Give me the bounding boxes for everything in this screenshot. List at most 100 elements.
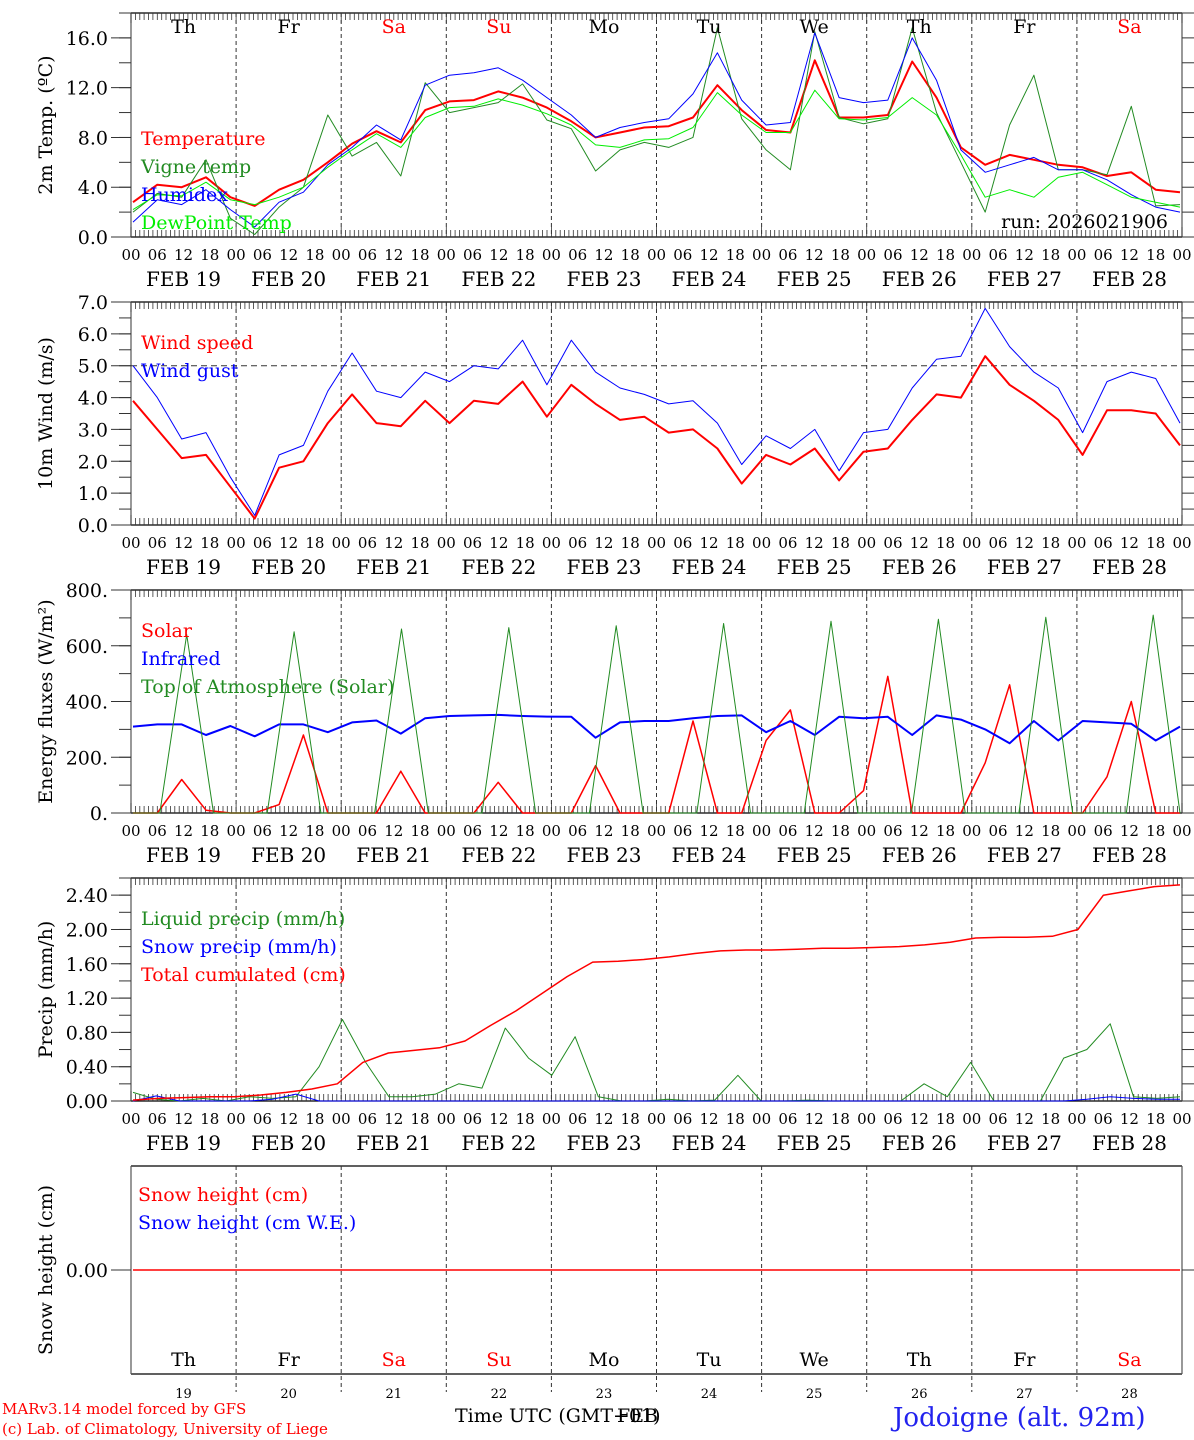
day-label: Mo: [588, 1349, 619, 1371]
hour-label: 00: [752, 1110, 771, 1128]
y-tick-label: 7.0: [78, 292, 108, 314]
day-label: Fr: [1013, 16, 1036, 38]
date-label: FEB 25: [777, 555, 852, 579]
hour-label: 12: [1015, 1110, 1034, 1128]
hour-label: 12: [1120, 246, 1139, 264]
hour-label: 12: [1120, 534, 1139, 552]
day-number-label: 28: [1121, 1387, 1138, 1402]
date-label: FEB 22: [461, 267, 536, 291]
hour-label: 18: [410, 534, 429, 552]
day-label: Fr: [1013, 1349, 1036, 1371]
hour-label: 18: [726, 534, 745, 552]
hour-label: 00: [857, 1110, 876, 1128]
hour-label: 00: [1172, 534, 1191, 552]
date-label: FEB 19: [146, 1131, 221, 1155]
hour-label: 18: [936, 534, 955, 552]
hour-label: 12: [805, 534, 824, 552]
hour-label: 18: [1041, 534, 1060, 552]
hour-label: 06: [778, 246, 797, 264]
y-tick-label: 0.00: [66, 1260, 108, 1282]
hour-ticks: [130, 302, 1183, 525]
y-tick-label: 1.0: [78, 483, 108, 505]
hour-label: 06: [463, 534, 482, 552]
hour-label: 06: [463, 246, 482, 264]
hour-label: 06: [883, 1110, 902, 1128]
y-tick-label: 0.40: [66, 1057, 108, 1079]
x-axis-title: Time UTC (GMT+01) FEB: [455, 1405, 661, 1427]
day-label: Su: [486, 1349, 511, 1371]
hour-label: 18: [831, 1110, 850, 1128]
hour-label: 00: [1067, 1110, 1086, 1128]
hour-label: 00: [1172, 246, 1191, 264]
hour-label: 00: [962, 1110, 981, 1128]
hour-label: 12: [384, 822, 403, 840]
y-tick-label: 0.80: [66, 1022, 108, 1044]
y-tick-label: 16.0: [66, 28, 108, 50]
hour-label: 06: [778, 534, 797, 552]
y-tick-label: 200.: [66, 747, 108, 769]
legend-entry: Temperature: [141, 128, 265, 150]
series-line-wind-gust: [132, 307, 1181, 516]
hour-label: 12: [805, 246, 824, 264]
hour-label: 06: [148, 822, 167, 840]
day-label: Th: [171, 1349, 196, 1371]
hour-label: 12: [910, 534, 929, 552]
hour-label: 06: [358, 822, 377, 840]
date-label: FEB 23: [566, 843, 641, 867]
hour-label: 12: [384, 1110, 403, 1128]
hour-label: 18: [1041, 822, 1060, 840]
panel-wind: 0.0 1.0 2.0 3.0 4.0 5.0 6.0 7.0 10m Wind (m/s) Wi…: [35, 292, 1194, 579]
date-label: FEB 20: [251, 555, 326, 579]
y-tick-label: 0.: [90, 803, 108, 825]
hour-label: 00: [962, 822, 981, 840]
x-axis-title-overlap: FEB: [617, 1405, 659, 1427]
date-label: FEB 20: [251, 1131, 326, 1155]
hour-label: 06: [253, 1110, 272, 1128]
hour-label: 18: [516, 246, 535, 264]
hour-label: 12: [489, 246, 508, 264]
hour-label: 18: [726, 246, 745, 264]
y-tick-label: 2.00: [66, 919, 108, 941]
x-axis-title-text: Time UTC (GMT+01): [455, 1405, 661, 1427]
hour-label: 06: [989, 1110, 1008, 1128]
date-label: FEB 22: [461, 1131, 536, 1155]
hour-label: 00: [647, 534, 666, 552]
hour-label: 12: [279, 1110, 298, 1128]
date-label: FEB 24: [672, 1131, 747, 1155]
legend-entry: Snow precip (mm/h): [141, 936, 337, 958]
hour-label: 18: [1146, 246, 1165, 264]
hour-label: 00: [752, 822, 771, 840]
y-tick-label: 600.: [66, 636, 108, 658]
hour-label: 00: [437, 246, 456, 264]
hour-label: 12: [700, 822, 719, 840]
date-label: FEB 28: [1092, 1131, 1167, 1155]
hour-label: 06: [253, 822, 272, 840]
date-label: FEB 21: [356, 1131, 431, 1155]
hour-label: 06: [1094, 822, 1113, 840]
model-credit: MARv3.14 model forced by GFS: [2, 1400, 247, 1418]
hour-label: 18: [305, 246, 324, 264]
hour-label: 12: [174, 822, 193, 840]
hour-label: 18: [305, 1110, 324, 1128]
hour-label: 06: [673, 1110, 692, 1128]
hour-label: 18: [516, 534, 535, 552]
hour-label: 18: [726, 1110, 745, 1128]
hour-label: 06: [148, 1110, 167, 1128]
day-number-label: 20: [280, 1387, 297, 1402]
legend-entry: Snow height (cm W.E.): [138, 1212, 356, 1234]
date-label: FEB 26: [882, 1131, 957, 1155]
hour-label: 18: [200, 1110, 219, 1128]
legend-entry: Humidex: [141, 184, 228, 206]
hour-label: 12: [700, 534, 719, 552]
hour-label: 18: [410, 246, 429, 264]
hour-label: 00: [647, 822, 666, 840]
hour-label: 06: [148, 246, 167, 264]
y-tick-label: 8.0: [78, 127, 108, 149]
hour-label: 18: [1041, 246, 1060, 264]
panel-energy: 0. 200. 400. 600. 800. Energy fluxes (W/m²) So…: [35, 580, 1194, 867]
hour-label: 00: [121, 534, 140, 552]
hour-label: 00: [857, 246, 876, 264]
date-label: FEB 28: [1092, 267, 1167, 291]
hour-label: 00: [437, 534, 456, 552]
date-label: FEB 22: [461, 555, 536, 579]
